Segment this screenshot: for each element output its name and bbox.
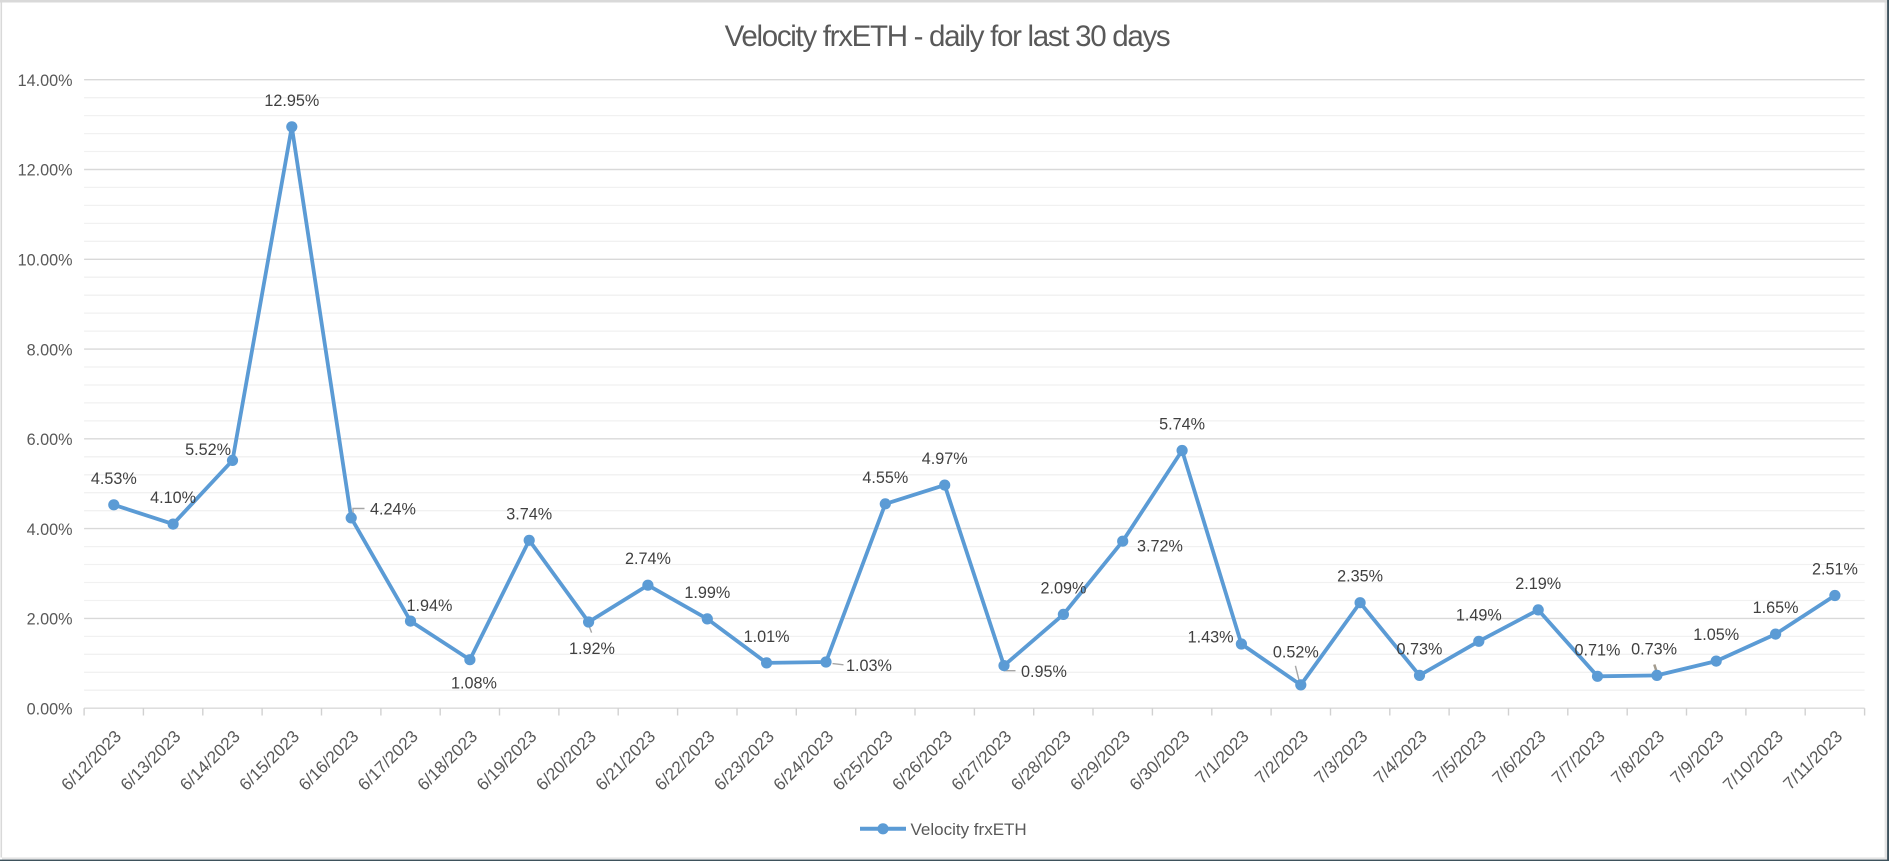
svg-text:0.00%: 0.00% (27, 700, 73, 718)
svg-text:1.43%: 1.43% (1188, 629, 1234, 647)
svg-text:0.73%: 0.73% (1397, 640, 1443, 658)
svg-text:4.00%: 4.00% (27, 521, 73, 539)
svg-text:5.74%: 5.74% (1159, 416, 1205, 434)
svg-text:2.74%: 2.74% (625, 550, 671, 568)
svg-text:10.00%: 10.00% (18, 252, 73, 270)
svg-text:14.00%: 14.00% (18, 72, 73, 90)
svg-text:1.05%: 1.05% (1693, 626, 1739, 644)
svg-text:12.95%: 12.95% (264, 92, 319, 110)
svg-text:1.65%: 1.65% (1753, 599, 1799, 617)
svg-text:8.00%: 8.00% (27, 341, 73, 359)
svg-text:3.72%: 3.72% (1137, 538, 1183, 556)
svg-text:5.52%: 5.52% (185, 441, 231, 459)
svg-text:1.94%: 1.94% (407, 597, 453, 615)
svg-text:Velocity frxETH - daily for la: Velocity frxETH - daily for last 30 days (725, 20, 1170, 53)
svg-text:0.95%: 0.95% (1021, 663, 1067, 681)
svg-text:4.55%: 4.55% (862, 469, 908, 487)
svg-text:1.99%: 1.99% (684, 584, 730, 602)
svg-text:3.74%: 3.74% (506, 505, 552, 523)
svg-text:0.71%: 0.71% (1575, 641, 1621, 659)
svg-text:1.92%: 1.92% (569, 640, 615, 658)
svg-text:1.49%: 1.49% (1456, 606, 1502, 624)
svg-text:1.08%: 1.08% (451, 674, 497, 692)
svg-text:4.24%: 4.24% (370, 501, 416, 519)
svg-text:6.00%: 6.00% (27, 431, 73, 449)
svg-text:0.73%: 0.73% (1631, 640, 1677, 658)
svg-text:12.00%: 12.00% (18, 162, 73, 180)
svg-text:4.97%: 4.97% (922, 450, 968, 468)
svg-text:0.52%: 0.52% (1273, 644, 1319, 662)
svg-text:Velocity frxETH: Velocity frxETH (911, 820, 1027, 839)
svg-text:2.35%: 2.35% (1337, 568, 1383, 586)
svg-text:2.00%: 2.00% (27, 611, 73, 629)
svg-text:1.01%: 1.01% (744, 628, 790, 646)
svg-text:2.09%: 2.09% (1040, 579, 1086, 597)
svg-text:2.51%: 2.51% (1812, 561, 1858, 579)
svg-text:1.03%: 1.03% (846, 657, 892, 675)
svg-text:4.10%: 4.10% (150, 489, 196, 507)
svg-text:2.19%: 2.19% (1515, 575, 1561, 593)
svg-text:4.53%: 4.53% (91, 470, 137, 488)
